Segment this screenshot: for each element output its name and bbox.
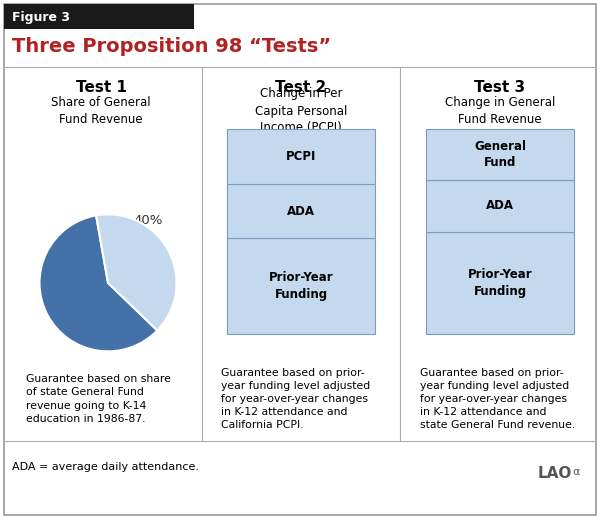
Text: Share of General
Fund Revenue: Share of General Fund Revenue (51, 96, 151, 126)
Text: Guarantee based on share
of state General Fund
revenue going to K-14
education i: Guarantee based on share of state Genera… (26, 374, 171, 424)
Bar (426, 129, 574, 180)
Text: ADA: ADA (287, 204, 315, 217)
Text: 40%: 40% (133, 214, 163, 227)
Text: Change in General
Fund Revenue: Change in General Fund Revenue (445, 96, 555, 126)
Text: Test 2: Test 2 (275, 79, 326, 94)
Wedge shape (40, 215, 157, 351)
Text: Guarantee based on prior-
year funding level adjusted
for year-over-year changes: Guarantee based on prior- year funding l… (221, 367, 370, 430)
Text: PCPI: PCPI (286, 150, 316, 163)
Text: Figure 3: Figure 3 (12, 10, 70, 23)
Text: α: α (572, 467, 580, 477)
Text: General
Fund: General Fund (474, 140, 526, 169)
Bar (426, 231, 574, 334)
Wedge shape (96, 214, 176, 331)
Text: Prior-Year
Funding: Prior-Year Funding (467, 268, 532, 297)
Text: Change in Per
Capita Personal
Income (PCPI): Change in Per Capita Personal Income (PC… (255, 88, 347, 134)
Text: Prior-Year
Funding: Prior-Year Funding (269, 271, 334, 301)
Bar (426, 180, 574, 231)
Text: ADA = average daily attendance.: ADA = average daily attendance. (12, 462, 199, 472)
Bar (4, 4, 194, 29)
Text: Guarantee based on prior-
year funding level adjusted
for year-over-year changes: Guarantee based on prior- year funding l… (420, 367, 575, 430)
Text: Three Proposition 98 “Tests”: Three Proposition 98 “Tests” (12, 37, 331, 57)
Bar (227, 238, 375, 334)
Text: LAO: LAO (538, 467, 572, 482)
Text: ADA: ADA (486, 199, 514, 212)
Text: Test 3: Test 3 (475, 79, 526, 94)
Text: Test 1: Test 1 (76, 79, 127, 94)
Bar (227, 129, 375, 184)
Bar (227, 184, 375, 238)
